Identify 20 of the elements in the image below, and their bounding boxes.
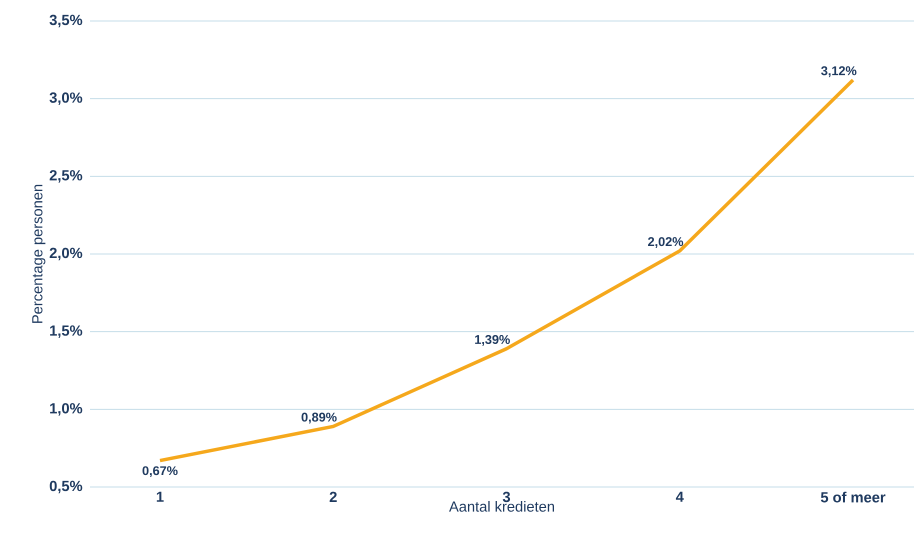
y-tick-label: 3,0% [50,92,82,105]
data-label: 0,67% [142,466,178,478]
x-axis-title: Aantal kredieten [449,500,554,512]
data-label: 2,02% [648,237,684,248]
data-label: 3,12% [821,66,856,78]
y-axis-title: Percentage personen [32,184,46,323]
y-tick-label: 2,0% [50,248,82,260]
x-tick-label: 3 [502,492,510,502]
data-label: 1,39% [475,335,510,346]
y-tick-label: 1,5% [50,325,82,338]
y-tick-label: 1,0% [50,403,82,416]
x-tick-label: 5 of meer [820,492,886,502]
data-label: 0,89% [302,412,337,424]
y-tick-label: 0,5% [50,480,82,494]
x-tick-label: 2 [330,492,337,502]
x-tick-label: 1 [156,492,164,502]
y-tick-label: 3,5% [50,14,82,28]
line-series [158,78,855,462]
x-tick-label: 4 [676,492,684,502]
y-tick-label: 2,5% [50,170,82,183]
